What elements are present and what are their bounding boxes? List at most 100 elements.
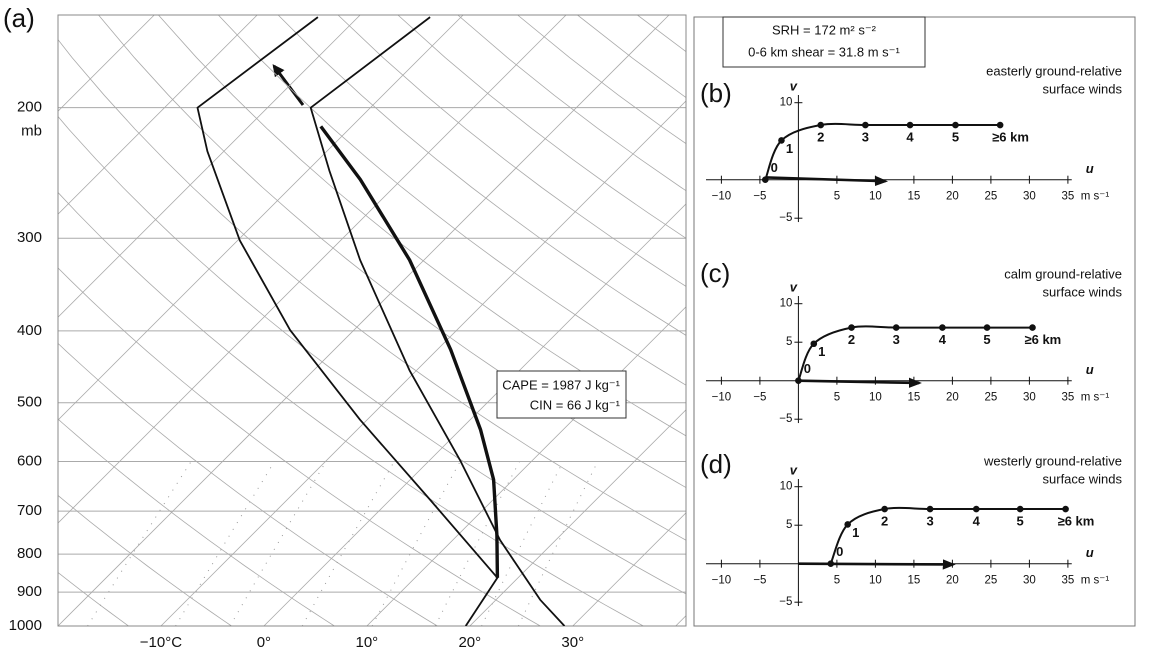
height-label: 5 [952, 129, 959, 144]
y-axis-label: v [790, 279, 798, 294]
x-tick-label: 10° [356, 634, 379, 651]
x-tick-label: 20 [946, 575, 959, 587]
x-tick-label: 35 [1062, 191, 1075, 203]
x-unit-label: m s⁻¹ [1081, 191, 1110, 203]
x-unit-label: m s⁻¹ [1081, 392, 1110, 404]
x-axis-label: u [1086, 362, 1094, 377]
x-tick-label: −10 [712, 392, 732, 404]
height-point [952, 122, 959, 129]
x-tick-label: 0° [257, 634, 271, 651]
x-tick-label: 5 [834, 191, 840, 203]
x-tick-label: 10 [869, 575, 882, 587]
height-label: 4 [906, 129, 914, 144]
height-label: 4 [939, 332, 947, 347]
height-point [881, 506, 888, 513]
x-tick-label: 20 [946, 191, 959, 203]
height-point [984, 324, 991, 331]
x-tick-label: −5 [753, 191, 766, 203]
y-axis-label: v [790, 78, 798, 93]
x-tick-label: 25 [985, 392, 998, 404]
height-label: 2 [881, 513, 888, 528]
height-point [907, 122, 914, 129]
x-tick-label: 10 [869, 191, 882, 203]
x-tick-label: 15 [908, 191, 921, 203]
height-point [1029, 324, 1036, 331]
x-tick-label: 30 [1023, 392, 1036, 404]
height-point [997, 122, 1004, 129]
panel-label: (a) [3, 3, 35, 33]
height-point [1017, 506, 1024, 513]
y-tick-label: 10 [780, 481, 793, 493]
height-point [844, 521, 851, 528]
height-point [939, 324, 946, 331]
height-label: 3 [862, 129, 869, 144]
y-tick-label: 200 [17, 99, 42, 116]
y-tick-label: −5 [779, 596, 792, 608]
panel-title: easterly ground-relative [986, 63, 1122, 78]
x-tick-label: 30° [561, 634, 584, 651]
height-label: 0 [836, 544, 843, 559]
height-point [927, 506, 934, 513]
height-label: 4 [973, 513, 981, 528]
height-point [862, 122, 869, 129]
x-tick-label: 25 [985, 575, 998, 587]
panel-label: (b) [700, 78, 732, 108]
height-point [848, 324, 855, 331]
panel-title: surface winds [1043, 471, 1123, 486]
panel-title: calm ground-relative [1004, 266, 1122, 281]
y-tick-label: 5 [786, 519, 792, 531]
y-tick-label: 10 [780, 97, 793, 109]
height-point [1062, 506, 1069, 513]
x-tick-label: 10 [869, 392, 882, 404]
panel-label: (c) [700, 258, 730, 288]
annotation: CAPE = 1987 J kg⁻¹ [502, 377, 620, 392]
x-tick-label: −10°C [140, 634, 182, 651]
height-label: ≥6 km [992, 129, 1029, 144]
height-label: 0 [771, 160, 778, 175]
height-label: 0 [804, 361, 811, 376]
x-axis-label: u [1086, 161, 1094, 176]
x-tick-label: 35 [1062, 575, 1075, 587]
x-tick-label: −10 [712, 191, 732, 203]
height-point [893, 324, 900, 331]
height-label: ≥6 km [1024, 332, 1061, 347]
height-label: 1 [786, 141, 793, 156]
height-point [973, 506, 980, 513]
y-tick-label: 5 [786, 336, 792, 348]
x-tick-label: 15 [908, 392, 921, 404]
y-tick-label: −5 [779, 212, 792, 224]
x-tick-label: 30 [1023, 575, 1036, 587]
x-tick-label: 20 [946, 392, 959, 404]
height-label: 5 [1017, 513, 1024, 528]
x-tick-label: −5 [753, 392, 766, 404]
x-unit-label: m s⁻¹ [1081, 575, 1110, 587]
height-point [817, 122, 824, 129]
y-axis-label: mb [21, 123, 42, 140]
height-label: 3 [926, 513, 933, 528]
height-label: 5 [983, 332, 990, 347]
panel-title: surface winds [1043, 81, 1123, 96]
y-tick-label: −5 [779, 413, 792, 425]
panel-label: (d) [700, 449, 732, 479]
x-tick-label: 30 [1023, 191, 1036, 203]
x-tick-label: −10 [712, 575, 732, 587]
x-tick-label: 25 [985, 191, 998, 203]
x-axis-label: u [1086, 545, 1094, 560]
x-tick-label: 5 [834, 392, 840, 404]
y-tick-label: 600 [17, 452, 42, 469]
panel-title: surface winds [1043, 284, 1123, 299]
annotation: SRH = 172 m² s⁻² [772, 22, 877, 37]
x-tick-label: 35 [1062, 392, 1075, 404]
x-tick-label: 20° [458, 634, 481, 651]
storm-motion-arrow [798, 564, 953, 565]
y-tick-label: 800 [17, 545, 42, 562]
x-tick-label: −5 [753, 575, 766, 587]
x-tick-label: 15 [908, 575, 921, 587]
y-axis-label: v [790, 462, 798, 477]
y-tick-label: 500 [17, 394, 42, 411]
y-tick-label: 900 [17, 583, 42, 600]
height-point [762, 176, 769, 183]
y-tick-label: 1000 [9, 617, 42, 634]
